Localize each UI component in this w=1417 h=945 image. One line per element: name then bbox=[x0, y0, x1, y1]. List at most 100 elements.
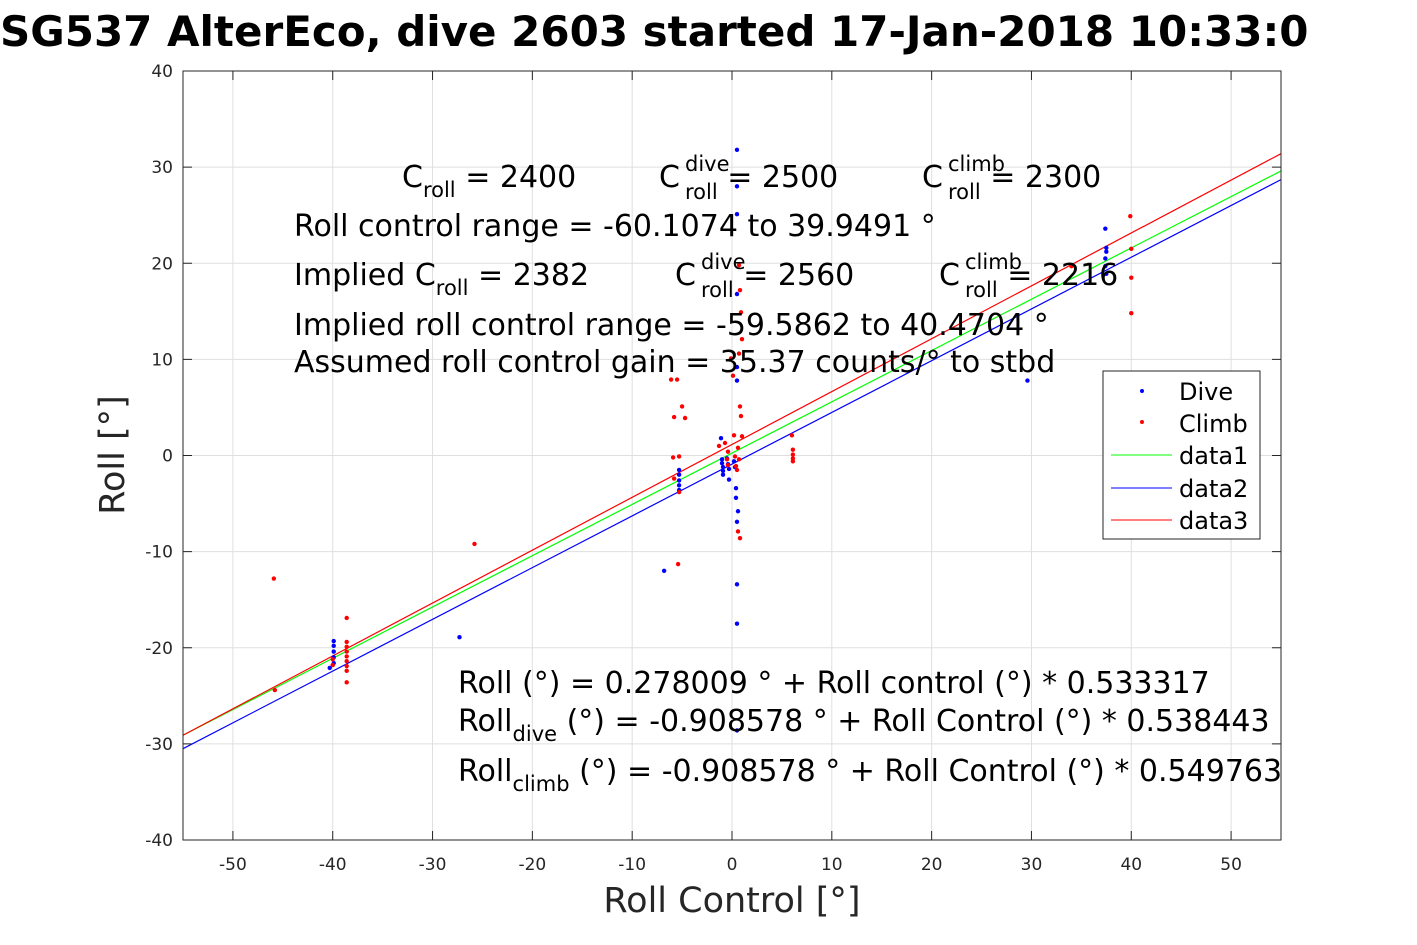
data-point-climb bbox=[736, 262, 742, 268]
data-point-climb bbox=[671, 476, 677, 481]
x-tick-label: 40 bbox=[1120, 855, 1142, 875]
data-point-climb bbox=[1128, 213, 1133, 219]
data-point-climb bbox=[1069, 263, 1074, 269]
x-axis-label: Roll Control [°] bbox=[603, 881, 860, 921]
data-point-climb bbox=[1129, 246, 1134, 252]
data-point-dive bbox=[1104, 271, 1109, 277]
data-point-climb bbox=[789, 433, 795, 438]
data-point-dive bbox=[726, 466, 732, 472]
x-tick-label: 20 bbox=[921, 855, 943, 875]
x-tick-label: -30 bbox=[419, 855, 447, 875]
annotation-fit-climb: Rollclimb (°) = -0.908578 ° + Roll Contr… bbox=[458, 754, 1282, 796]
data-point-dive bbox=[719, 457, 725, 462]
series-line-data1 bbox=[182, 170, 1282, 736]
data-point-climb bbox=[344, 680, 349, 685]
data-point-dive bbox=[734, 291, 740, 297]
y-tick-label: 10 bbox=[151, 350, 173, 370]
data-point-climb bbox=[674, 377, 680, 382]
data-point-climb bbox=[682, 415, 688, 421]
legend: Dive Climb data1 data2 data3 bbox=[1102, 370, 1261, 540]
data-point-climb bbox=[670, 455, 676, 460]
data-point-dive bbox=[327, 665, 332, 671]
data-point-climb bbox=[731, 433, 737, 438]
data-point-climb bbox=[725, 462, 731, 468]
data-point-dive bbox=[1104, 245, 1109, 251]
y-tick-label: -40 bbox=[145, 831, 173, 851]
data-point-climb bbox=[722, 440, 728, 446]
data-point-dive bbox=[733, 485, 739, 491]
data-point-climb bbox=[790, 447, 796, 452]
data-point-climb bbox=[790, 452, 796, 457]
x-tick-label: -50 bbox=[219, 855, 247, 875]
ticks: -50 -40 -30 -20 -10 0 10 20 30 40 50 -40 -30 -20 -10 0 1… bbox=[145, 62, 1281, 875]
data-point-climb bbox=[724, 457, 730, 462]
data-point-dive bbox=[734, 621, 740, 626]
annotation-gain: Assumed roll control gain = 35.37 counts… bbox=[294, 345, 1055, 380]
data-point-climb bbox=[730, 373, 736, 378]
data-point-dive bbox=[661, 568, 667, 574]
data-point-dive bbox=[734, 212, 740, 217]
data-point-dive bbox=[331, 638, 336, 644]
data-point-climb bbox=[1129, 311, 1134, 316]
legend-label-climb: Climb bbox=[1179, 410, 1248, 438]
data-point-climb bbox=[272, 687, 278, 693]
data-point-dive bbox=[331, 649, 336, 654]
legend-marker-dive bbox=[1140, 389, 1144, 393]
y-axis-label: Roll [°] bbox=[93, 395, 133, 515]
data-point-climb bbox=[735, 529, 741, 534]
x-tick-label: -10 bbox=[618, 855, 646, 875]
legend-label-data1: data1 bbox=[1179, 442, 1248, 470]
y-tick-label: 20 bbox=[151, 254, 173, 274]
data-point-climb bbox=[733, 463, 739, 469]
y-tick-label: -10 bbox=[145, 543, 173, 563]
fit-lines bbox=[182, 153, 1282, 750]
x-tick-label: 0 bbox=[727, 855, 738, 875]
annotation-range: Roll control range = -60.1074 to 39.9491… bbox=[294, 209, 936, 244]
data-point-climb bbox=[737, 404, 743, 409]
annotation-implied-range: Implied roll control range = -59.5862 to… bbox=[294, 308, 1049, 343]
data-point-climb bbox=[271, 576, 277, 581]
data-point-climb bbox=[344, 644, 349, 649]
x-tick-label: -20 bbox=[518, 855, 546, 875]
x-tick-label: 50 bbox=[1220, 855, 1242, 875]
data-point-dive bbox=[331, 643, 336, 649]
legend-label-dive: Dive bbox=[1179, 378, 1233, 406]
data-point-climb bbox=[472, 541, 477, 547]
data-point-dive bbox=[720, 472, 726, 477]
data-point-climb bbox=[737, 535, 743, 541]
svg-text:Croll = 2400: Croll = 2400 bbox=[402, 160, 576, 202]
data-point-dive bbox=[731, 459, 737, 464]
chart-title: SG537 AlterEco, dive 2603 started 17-Jan… bbox=[0, 7, 1308, 56]
legend-marker-climb bbox=[1140, 420, 1144, 424]
data-point-climb bbox=[668, 377, 674, 382]
data-point-dive bbox=[676, 483, 682, 488]
data-point-dive bbox=[734, 378, 740, 383]
x-tick-label: -40 bbox=[319, 855, 347, 875]
legend-label-data2: data2 bbox=[1179, 475, 1248, 503]
data-point-climb bbox=[330, 662, 335, 668]
data-point-dive bbox=[1103, 226, 1108, 231]
y-tick-label: -20 bbox=[145, 639, 173, 659]
data-point-dive bbox=[1025, 378, 1030, 383]
data-point-climb bbox=[732, 454, 738, 459]
data-point-climb bbox=[344, 659, 349, 664]
data-point-climb bbox=[790, 459, 796, 464]
svg-text:Implied Croll = 2382: Implied Croll = 2382 bbox=[294, 258, 589, 300]
data-point-dive bbox=[457, 634, 462, 640]
y-tick-label: -30 bbox=[145, 735, 173, 755]
data-point-climb bbox=[344, 668, 349, 674]
data-point-climb bbox=[738, 310, 744, 315]
data-point-climb bbox=[676, 489, 682, 495]
data-point-dive bbox=[734, 519, 740, 525]
y-tick-label: 0 bbox=[162, 447, 173, 467]
data-point-climb bbox=[738, 413, 744, 419]
data-point-climb bbox=[344, 615, 349, 621]
data-point-climb bbox=[739, 434, 745, 439]
series-line-data3 bbox=[182, 153, 1282, 736]
data-point-climb bbox=[344, 654, 349, 659]
y-tick-label: 40 bbox=[151, 62, 173, 82]
